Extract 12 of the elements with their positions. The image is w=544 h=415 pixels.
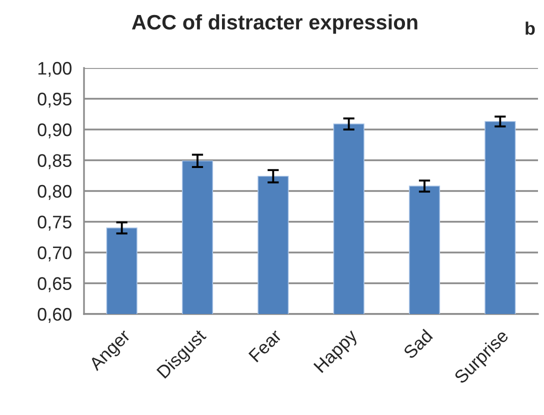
- text: b: [526, 22, 535, 35]
- y-tick-label: 1,00: [38, 62, 72, 77]
- y-tick-label: 0,85: [38, 154, 72, 170]
- y-tick-label: 0,60: [38, 308, 72, 323]
- y-tick-label: 0,80: [38, 184, 72, 200]
- y-tick-label: 0,65: [38, 277, 72, 292]
- chart-title: ACC of distracter expression: [132, 14, 418, 34]
- y-tick-label: 0,75: [38, 216, 72, 231]
- y-tick-label: 0,90: [38, 123, 72, 138]
- y-tick-label: 0,70: [38, 246, 72, 262]
- y-tick-label: 0,95: [38, 92, 72, 108]
- x-tick-label: Sad: [402, 328, 434, 360]
